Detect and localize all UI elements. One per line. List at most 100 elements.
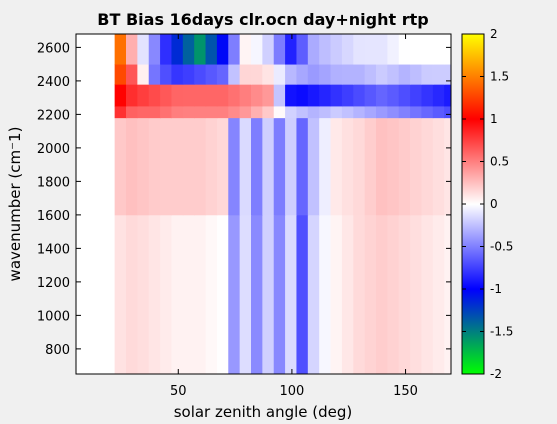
colorbar-tick-label: 0.5 [490, 155, 509, 169]
heatmap-cell [307, 64, 320, 85]
heatmap-cell [410, 34, 423, 65]
heatmap-cell [398, 64, 411, 85]
heatmap-cell [239, 106, 252, 119]
heatmap-cell [296, 34, 309, 65]
heatmap-cell [387, 117, 400, 216]
heatmap-cell [353, 64, 366, 85]
heatmap-cell [421, 214, 434, 374]
heatmap-cell [160, 117, 173, 216]
heatmap-cell [296, 84, 309, 107]
heatmap-cell [171, 214, 184, 374]
heatmap-cell [398, 84, 411, 107]
heatmap-cell [432, 214, 445, 374]
heatmap-cell [182, 64, 195, 85]
heatmap-cell [319, 64, 332, 85]
heatmap-cell [239, 84, 252, 107]
colorbar-tick-label: 2 [490, 27, 498, 41]
heatmap-cell [148, 106, 161, 119]
colorbar-tick-label: -2 [490, 367, 502, 381]
heatmap-cell [251, 84, 263, 107]
heatmap-cell [182, 214, 195, 374]
heatmap-cell [444, 106, 451, 119]
heatmap-cell [444, 117, 451, 216]
heatmap-cell [330, 106, 343, 119]
heatmap-cell [376, 34, 388, 65]
heatmap-cell [330, 117, 343, 216]
heatmap-cell [307, 214, 320, 374]
heatmap-cell [330, 34, 343, 65]
colorbar-tick-label: -0.5 [490, 240, 513, 254]
heatmap-cell [114, 214, 127, 374]
heatmap-cell [432, 106, 445, 119]
x-tick-label: 150 [393, 384, 418, 399]
heatmap-cell [126, 106, 138, 119]
heatmap-cell [171, 84, 184, 107]
heatmap-cell [216, 117, 229, 216]
heatmap-cell [182, 106, 195, 119]
heatmap-cell [376, 117, 388, 216]
heatmap-cell [273, 214, 286, 374]
heatmap-cell [376, 84, 388, 107]
y-tick-label: 2600 [37, 41, 70, 56]
heatmap-cell [353, 34, 366, 65]
heatmap-cell [126, 34, 138, 65]
heatmap-cell [410, 84, 423, 107]
heatmap-cell [353, 84, 366, 107]
heatmap-cell [330, 84, 343, 107]
heatmap-cell [410, 214, 423, 374]
heatmap-cell [285, 64, 298, 85]
heatmap-cell [262, 106, 275, 119]
heatmap-cell [364, 84, 377, 107]
heatmap-cell [216, 84, 229, 107]
heatmap-cell [364, 214, 377, 374]
y-tick-label: 1400 [37, 242, 70, 257]
heatmap-cells [114, 34, 451, 374]
heatmap-cell [171, 34, 184, 65]
heatmap-cell [228, 214, 241, 374]
x-tick-label: 100 [279, 384, 304, 399]
heatmap-cell [251, 117, 263, 216]
heatmap-cell [251, 214, 263, 374]
heatmap-cell [273, 64, 286, 85]
heatmap-cell [148, 34, 161, 65]
heatmap-cell [285, 34, 298, 65]
heatmap-cell [148, 214, 161, 374]
heatmap-cell [137, 106, 150, 119]
heatmap-cell [341, 117, 354, 216]
heatmap-cell [330, 214, 343, 374]
x-axis-ticks: 50 100 150 [170, 34, 418, 399]
heatmap-cell [364, 34, 377, 65]
heatmap-cell [160, 64, 173, 85]
heatmap-cell [444, 34, 451, 65]
y-tick-label: 1800 [37, 175, 70, 190]
heatmap-cell [126, 214, 138, 374]
heatmap-cell [194, 84, 207, 107]
heatmap-cell [160, 214, 173, 374]
heatmap-cell [307, 84, 320, 107]
heatmap-cell [114, 106, 127, 119]
heatmap-cell [421, 84, 434, 107]
heatmap-cell [410, 64, 423, 85]
y-axis-ticks: 800 1000 1200 1400 1600 1800 2000 2200 2400 2600 [37, 41, 451, 358]
heatmap-cell [432, 64, 445, 85]
heatmap-cell [410, 117, 423, 216]
y-tick-label: 1600 [37, 209, 70, 224]
heatmap-cell [410, 106, 423, 119]
heatmap-cell [285, 117, 298, 216]
heatmap-cell [296, 117, 309, 216]
heatmap-cell [216, 34, 229, 65]
heatmap-cell [160, 84, 173, 107]
heatmap-cell [262, 214, 275, 374]
heatmap-cell [341, 106, 354, 119]
heatmap-cell [126, 117, 138, 216]
heatmap-cell [444, 64, 451, 85]
heatmap-cell [444, 214, 451, 374]
heatmap-cell [341, 84, 354, 107]
heatmap-cell [376, 214, 388, 374]
heatmap-cell [296, 214, 309, 374]
y-tick-label: 2000 [37, 142, 70, 157]
heatmap-cell [398, 106, 411, 119]
heatmap-cell [319, 106, 332, 119]
plot-frame [75, 33, 452, 375]
